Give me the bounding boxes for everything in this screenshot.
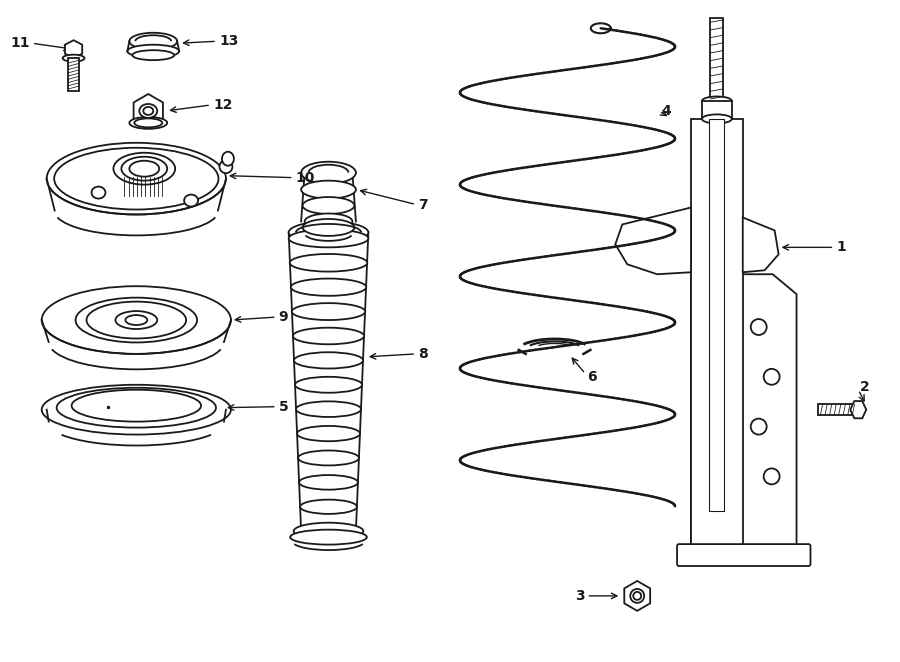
Ellipse shape bbox=[634, 592, 641, 600]
Ellipse shape bbox=[300, 500, 357, 514]
Ellipse shape bbox=[115, 311, 158, 329]
Ellipse shape bbox=[130, 117, 167, 129]
Ellipse shape bbox=[302, 162, 356, 183]
Ellipse shape bbox=[302, 197, 355, 214]
Ellipse shape bbox=[57, 388, 216, 428]
FancyBboxPatch shape bbox=[691, 119, 742, 546]
Ellipse shape bbox=[130, 161, 159, 177]
Polygon shape bbox=[691, 274, 796, 546]
Ellipse shape bbox=[294, 352, 364, 369]
FancyBboxPatch shape bbox=[709, 119, 725, 511]
Ellipse shape bbox=[132, 50, 175, 60]
Ellipse shape bbox=[184, 195, 198, 207]
Ellipse shape bbox=[290, 530, 367, 545]
Ellipse shape bbox=[296, 401, 361, 417]
Text: 13: 13 bbox=[219, 34, 238, 48]
Ellipse shape bbox=[47, 143, 226, 214]
Ellipse shape bbox=[72, 390, 201, 422]
Ellipse shape bbox=[302, 219, 355, 236]
Text: 8: 8 bbox=[418, 347, 427, 361]
Ellipse shape bbox=[76, 298, 197, 342]
Text: 1: 1 bbox=[836, 240, 846, 254]
Ellipse shape bbox=[128, 45, 179, 58]
FancyBboxPatch shape bbox=[68, 58, 79, 91]
Ellipse shape bbox=[86, 302, 186, 338]
Ellipse shape bbox=[299, 475, 358, 490]
Text: 2: 2 bbox=[860, 380, 870, 394]
Ellipse shape bbox=[298, 451, 359, 465]
Polygon shape bbox=[625, 581, 650, 611]
Ellipse shape bbox=[764, 369, 779, 385]
Ellipse shape bbox=[702, 115, 732, 123]
Ellipse shape bbox=[304, 214, 353, 230]
Ellipse shape bbox=[702, 97, 732, 105]
Polygon shape bbox=[742, 218, 778, 272]
Ellipse shape bbox=[134, 118, 162, 127]
Polygon shape bbox=[616, 207, 691, 274]
Text: 3: 3 bbox=[575, 589, 584, 603]
Text: 12: 12 bbox=[213, 98, 232, 112]
Ellipse shape bbox=[140, 104, 158, 118]
Ellipse shape bbox=[291, 279, 366, 296]
Ellipse shape bbox=[292, 328, 364, 344]
Text: 9: 9 bbox=[279, 310, 288, 324]
Ellipse shape bbox=[751, 418, 767, 434]
Text: 11: 11 bbox=[10, 36, 30, 50]
Ellipse shape bbox=[293, 523, 364, 540]
FancyBboxPatch shape bbox=[818, 404, 859, 415]
Ellipse shape bbox=[92, 187, 105, 199]
Text: 6: 6 bbox=[588, 370, 597, 384]
Polygon shape bbox=[133, 94, 163, 128]
Ellipse shape bbox=[143, 107, 153, 115]
FancyBboxPatch shape bbox=[702, 101, 732, 119]
Ellipse shape bbox=[63, 55, 85, 62]
Text: 5: 5 bbox=[279, 400, 289, 414]
FancyBboxPatch shape bbox=[710, 19, 724, 101]
FancyBboxPatch shape bbox=[677, 544, 811, 566]
Ellipse shape bbox=[295, 377, 362, 393]
Text: 10: 10 bbox=[296, 171, 315, 185]
Ellipse shape bbox=[289, 222, 368, 244]
Ellipse shape bbox=[130, 32, 177, 50]
Ellipse shape bbox=[220, 160, 232, 173]
Ellipse shape bbox=[764, 469, 779, 485]
Text: 4: 4 bbox=[662, 104, 670, 118]
Ellipse shape bbox=[41, 385, 231, 434]
Ellipse shape bbox=[289, 230, 368, 248]
Ellipse shape bbox=[125, 315, 148, 325]
Text: 7: 7 bbox=[418, 197, 427, 212]
Ellipse shape bbox=[41, 286, 231, 354]
Ellipse shape bbox=[122, 157, 167, 181]
Ellipse shape bbox=[302, 524, 356, 538]
Polygon shape bbox=[65, 40, 82, 58]
Polygon shape bbox=[850, 401, 866, 418]
Ellipse shape bbox=[290, 254, 367, 271]
Ellipse shape bbox=[292, 303, 365, 320]
Ellipse shape bbox=[751, 319, 767, 335]
Ellipse shape bbox=[297, 426, 360, 441]
Ellipse shape bbox=[222, 152, 234, 166]
Ellipse shape bbox=[54, 148, 219, 209]
Ellipse shape bbox=[630, 589, 644, 603]
Ellipse shape bbox=[113, 153, 176, 185]
Ellipse shape bbox=[302, 181, 356, 199]
